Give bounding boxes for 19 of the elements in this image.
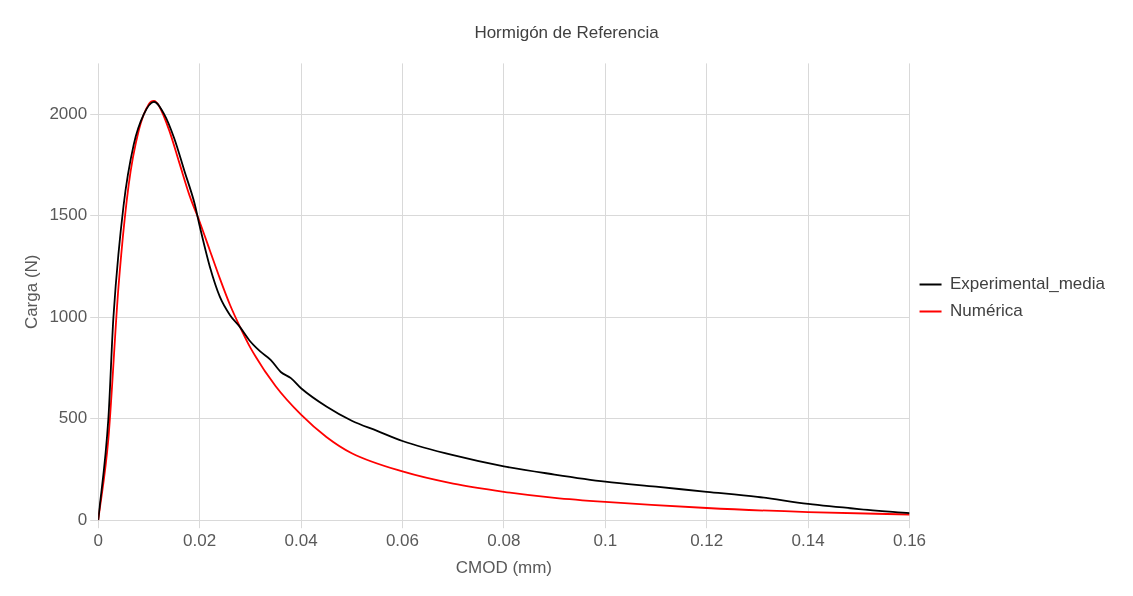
x-tick-label: 0 bbox=[93, 531, 103, 551]
x-tick-label: 0.14 bbox=[791, 531, 825, 551]
y-tick-label: 0 bbox=[77, 509, 88, 529]
x-tick-label: 0.12 bbox=[690, 531, 724, 551]
y-tick-label: 2000 bbox=[49, 103, 88, 123]
chart-title: Hormigón de Referencia bbox=[474, 22, 660, 42]
x-tick-label: 0.08 bbox=[487, 531, 521, 551]
x-tick-label: 0.06 bbox=[385, 531, 420, 551]
x-tick-label: 0.04 bbox=[284, 531, 318, 551]
x-tick-label: 0.1 bbox=[593, 531, 618, 551]
legend-label: Numérica bbox=[950, 301, 1024, 321]
x-axis-title: CMOD (mm) bbox=[455, 558, 553, 578]
y-tick-label: 1500 bbox=[49, 205, 88, 225]
legend-label: Experimental_media bbox=[950, 274, 1106, 294]
y-tick-label: 500 bbox=[58, 408, 88, 428]
x-tick-label: 0.16 bbox=[892, 531, 927, 551]
y-tick-label: 1000 bbox=[49, 306, 88, 326]
y-axis-title: Carga (N) bbox=[21, 254, 41, 330]
x-tick-label: 0.02 bbox=[183, 531, 217, 551]
